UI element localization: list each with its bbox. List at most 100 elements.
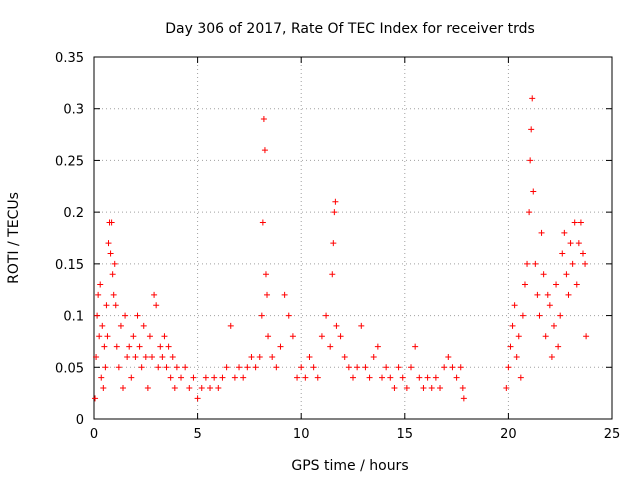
data-point: [505, 364, 512, 371]
data-point: [122, 312, 129, 319]
data-point: [557, 312, 564, 319]
data-point: [460, 395, 467, 402]
data-point: [408, 364, 415, 371]
data-point: [329, 271, 336, 278]
data-point: [227, 322, 234, 329]
data-point: [550, 322, 557, 329]
data-point: [94, 312, 101, 319]
data-point: [146, 333, 153, 340]
data-point: [215, 384, 222, 391]
y-tick-label: 0.25: [55, 154, 84, 169]
data-point: [169, 353, 176, 360]
data-point: [391, 384, 398, 391]
data-point: [244, 364, 251, 371]
data-point: [362, 364, 369, 371]
data-point: [536, 312, 543, 319]
data-point: [269, 353, 276, 360]
data-point: [277, 343, 284, 350]
data-point: [579, 250, 586, 257]
data-point: [258, 312, 265, 319]
data-point: [159, 353, 166, 360]
data-point: [161, 333, 168, 340]
data-point: [107, 250, 114, 257]
data-point: [99, 322, 106, 329]
data-point: [173, 364, 180, 371]
data-point: [151, 291, 158, 298]
y-tick-label: 0.05: [55, 361, 84, 376]
data-point: [261, 147, 268, 154]
data-point: [542, 333, 549, 340]
data-point: [108, 219, 115, 226]
data-point: [306, 353, 313, 360]
data-point: [236, 364, 243, 371]
data-point: [548, 353, 555, 360]
data-point: [358, 322, 365, 329]
data-point: [538, 229, 545, 236]
axis-ticks: [93, 56, 613, 420]
data-point: [240, 374, 247, 381]
data-point: [529, 95, 536, 102]
data-point: [140, 322, 147, 329]
data-point: [104, 333, 111, 340]
data-point: [327, 343, 334, 350]
data-point: [153, 302, 160, 309]
data-point: [383, 364, 390, 371]
data-point: [285, 312, 292, 319]
data-point: [109, 271, 116, 278]
x-axis-label: GPS time / hours: [291, 458, 408, 474]
data-point: [507, 343, 514, 350]
data-point: [526, 209, 533, 216]
data-point: [395, 364, 402, 371]
data-point: [350, 374, 356, 381]
x-tick-label: 20: [500, 427, 517, 442]
data-point: [117, 322, 124, 329]
data-point: [105, 240, 112, 247]
data-point: [115, 364, 122, 371]
x-tick-label: 10: [293, 427, 310, 442]
data-point: [252, 364, 259, 371]
data-point: [345, 364, 352, 371]
data-point: [265, 333, 272, 340]
data-point: [167, 374, 174, 381]
data-point: [424, 374, 431, 381]
data-point: [207, 384, 214, 391]
data-point: [294, 374, 301, 381]
data-point: [567, 240, 574, 247]
data-point: [256, 353, 263, 360]
data-point: [314, 374, 321, 381]
chart-title: Day 306 of 2017, Rate Of TEC Index for r…: [165, 21, 535, 37]
data-point: [163, 364, 170, 371]
data-point: [130, 333, 137, 340]
data-point: [120, 384, 127, 391]
data-point: [445, 353, 452, 360]
data-point: [134, 312, 141, 319]
data-point: [441, 364, 448, 371]
data-point: [331, 209, 338, 216]
data-point: [298, 364, 305, 371]
data-point: [571, 219, 578, 226]
y-tick-label: 0.1: [63, 310, 84, 325]
data-point: [112, 302, 119, 309]
data-point: [403, 384, 410, 391]
data-point: [354, 364, 361, 371]
data-point: [171, 384, 178, 391]
data-point: [527, 157, 534, 164]
data-point: [113, 343, 120, 350]
data-point: [165, 343, 172, 350]
data-point: [223, 364, 230, 371]
data-point: [219, 374, 226, 381]
y-axis-label: ROTI / TECUs: [6, 192, 22, 284]
data-point: [449, 364, 456, 371]
data-point: [569, 260, 576, 267]
data-point: [534, 291, 541, 298]
data-point: [530, 188, 537, 195]
data-point: [182, 364, 189, 371]
data-point: [432, 374, 439, 381]
data-point: [202, 374, 209, 381]
data-point: [546, 302, 553, 309]
data-point: [515, 333, 522, 340]
data-point: [453, 374, 460, 381]
data-point: [420, 384, 427, 391]
data-point: [103, 302, 110, 309]
data-point: [259, 219, 266, 226]
